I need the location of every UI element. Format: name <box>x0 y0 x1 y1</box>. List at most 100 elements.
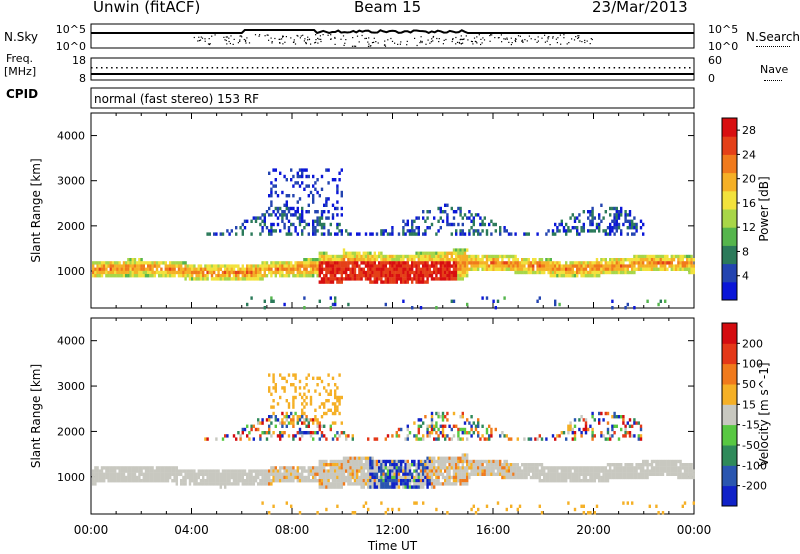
velocity-cell <box>516 472 519 476</box>
power-cell <box>444 277 447 281</box>
velocity-cell <box>334 421 337 425</box>
power-cell <box>650 267 654 271</box>
power-cell <box>560 264 563 268</box>
power-cell <box>628 213 632 217</box>
x-axis-label: Time UT <box>367 539 418 553</box>
power-cell <box>686 254 689 259</box>
power-cell <box>593 216 596 220</box>
noise-search-dot <box>369 45 371 47</box>
power-cell <box>336 254 339 259</box>
noise-search-dot <box>506 38 508 40</box>
velocity-cell <box>122 469 126 473</box>
velocity-cell <box>472 459 475 464</box>
power-cell <box>472 264 475 268</box>
power-cell <box>620 258 623 262</box>
velocity-cell <box>532 463 535 467</box>
velocity-cell <box>463 466 467 470</box>
power-cell <box>536 299 539 303</box>
velocity-cell <box>272 472 275 476</box>
velocity-cell <box>444 424 447 428</box>
noise-search-dot <box>400 41 402 43</box>
nave-dot <box>141 67 143 69</box>
velocity-cell <box>349 466 352 470</box>
velocity-cell <box>349 479 352 483</box>
power-cell <box>318 258 321 262</box>
power-cell <box>314 267 317 271</box>
power-cell <box>116 274 119 278</box>
velocity-cell <box>107 475 110 480</box>
power-cell <box>307 184 310 188</box>
velocity-cell <box>215 479 218 483</box>
power-cell <box>455 229 458 233</box>
power-cell <box>349 274 352 278</box>
velocity-cell <box>292 418 295 422</box>
noise-search-dot <box>268 39 270 41</box>
power-cell <box>518 267 522 271</box>
power-cell <box>307 261 310 265</box>
power-cell <box>646 261 649 265</box>
power-cell <box>549 270 552 275</box>
power-cell <box>461 274 464 278</box>
power-cell <box>686 267 689 271</box>
velocity-cell <box>353 482 357 486</box>
power-cell <box>362 270 365 275</box>
velocity-cell <box>466 456 469 460</box>
power-cell <box>411 226 414 230</box>
velocity-cell <box>386 485 390 489</box>
velocity-cell <box>413 434 416 438</box>
power-cell <box>591 270 594 275</box>
velocity-cell <box>642 469 645 473</box>
velocity-cell <box>468 475 471 480</box>
velocity-cell <box>208 475 211 480</box>
velocity-cell <box>415 472 418 476</box>
power-cell <box>406 222 409 227</box>
noise-search-dot <box>501 41 503 43</box>
power-cell <box>428 210 431 214</box>
velocity-cell <box>411 475 414 480</box>
velocity-cell <box>591 466 594 470</box>
power-cell <box>351 264 354 268</box>
velocity-cell <box>380 459 383 464</box>
nave-dot <box>488 67 490 69</box>
noise-search-dot <box>460 43 462 45</box>
power-cell <box>100 264 104 268</box>
noise-search-dot <box>490 34 492 36</box>
velocity-cell <box>481 466 484 470</box>
noise-search-dot <box>547 38 549 40</box>
velocity-cell <box>386 479 390 483</box>
velocity-cell <box>360 472 363 476</box>
velocity-cell <box>158 469 161 473</box>
velocity-cell <box>554 466 557 470</box>
noise-search-dot <box>394 42 396 44</box>
power-cell <box>318 216 321 220</box>
power-cell <box>243 267 247 271</box>
velocity-cell <box>470 469 473 473</box>
velocity-cell <box>510 472 513 476</box>
power-cell <box>270 200 273 204</box>
velocity-cell <box>402 472 405 476</box>
velocity-cell <box>340 472 343 476</box>
noise-left-tick-bottom: 10^0 <box>56 40 86 53</box>
velocity-cell <box>679 469 682 473</box>
velocity-cell <box>94 475 97 480</box>
velocity-cell <box>325 482 328 486</box>
power-cell <box>237 274 240 278</box>
power-cell <box>186 270 189 275</box>
velocity-cell <box>298 437 302 441</box>
power-cell <box>661 261 665 265</box>
nave-dot <box>146 67 148 69</box>
velocity-cell <box>507 469 511 473</box>
power-cell <box>279 267 282 271</box>
velocity-cell <box>437 472 440 476</box>
velocity-cell <box>296 475 299 480</box>
velocity-cell <box>457 431 460 435</box>
velocity-cell <box>468 463 471 467</box>
power-cell <box>417 280 420 284</box>
nave-dot <box>437 67 440 69</box>
nave-dot <box>447 67 450 69</box>
velocity-cell <box>633 466 636 470</box>
velocity-cell <box>488 459 491 464</box>
velocity-cell <box>681 504 684 508</box>
power-cell <box>265 264 269 268</box>
velocity-cell <box>505 463 508 467</box>
